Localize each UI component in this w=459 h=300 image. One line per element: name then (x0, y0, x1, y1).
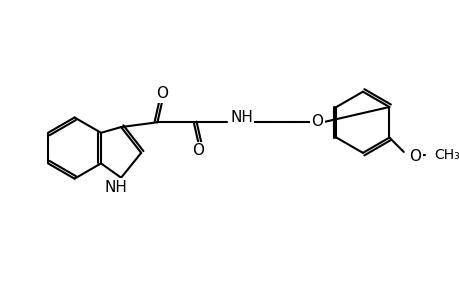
Text: CH₃: CH₃ (433, 148, 459, 162)
Text: O: O (409, 149, 420, 164)
Text: NH: NH (230, 110, 252, 125)
Text: O: O (192, 143, 204, 158)
Text: NH: NH (105, 180, 128, 195)
Text: O: O (310, 114, 322, 129)
Text: O: O (156, 86, 168, 101)
